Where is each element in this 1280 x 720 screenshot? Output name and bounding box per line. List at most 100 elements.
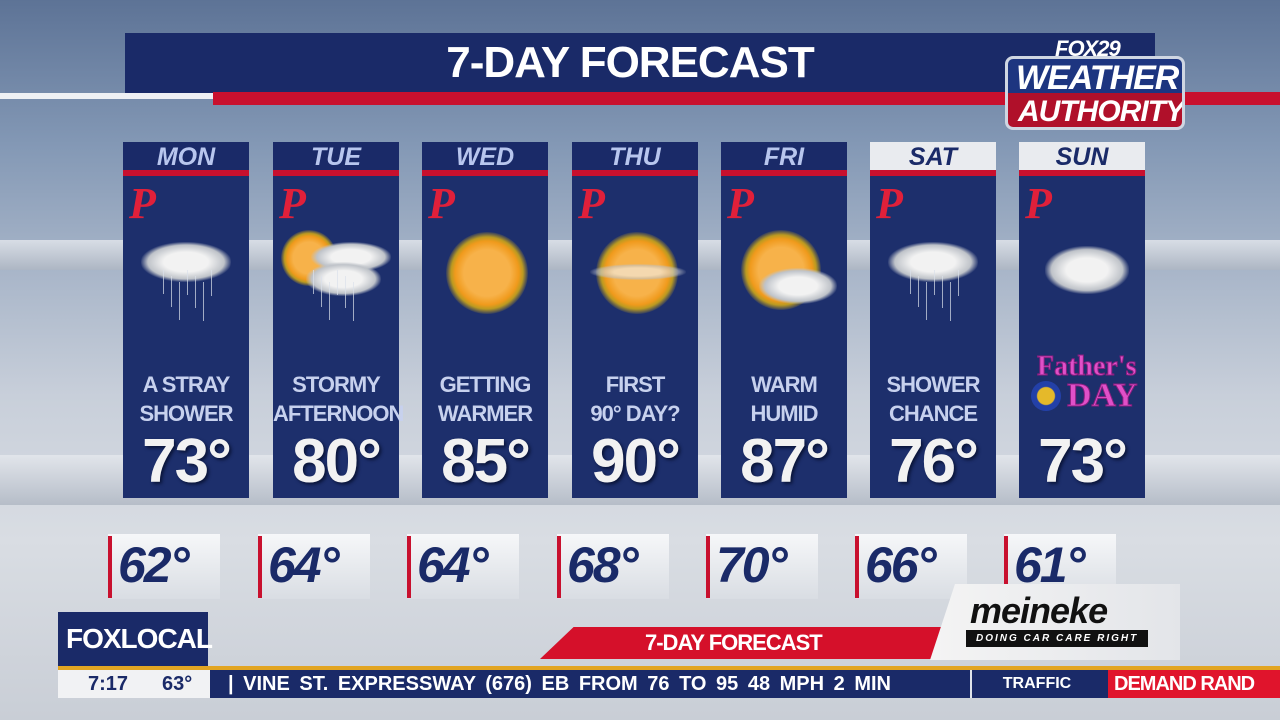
partly-cloudy-rain-icon [281,212,391,322]
description-line-2: WARMER [437,401,533,426]
rain-streak [171,276,172,307]
day-label: TUE [273,142,399,171]
lower-third-label: 7-DAY FORECAST [540,627,960,659]
low-accent-bar [108,536,112,598]
day-label: SAT [870,142,996,171]
forecast-day-sat: SAT P SHOWER CHANCE 76° 66° [855,142,996,599]
low-temp-box: 62° [108,534,220,599]
forecast-day-mon: MON P A STRAY SHOWER 73° 62° [108,142,249,599]
day-panel: P A STRAY SHOWER 73° 62° [108,176,249,599]
forecast-description: A STRAY SHOWER [123,370,249,428]
phillies-logo: P [876,179,903,228]
description-line-2: AFTERNOON [273,401,404,426]
phillies-logo: P [428,179,455,228]
special-label-day: DAY [1067,377,1139,415]
rain-streak [163,270,164,294]
rain-streak [321,276,322,307]
fox-local-logo: FOXLOCAL [58,612,213,666]
forecast-description: STORMY AFTERNOON [273,370,404,428]
rain-cloud-icon [141,212,231,322]
ticker-gold-line [58,666,1280,670]
rain-streak [353,282,354,321]
rain-streak [934,270,935,295]
day-panel: P SHOWER CHANCE 76° 66° [855,176,996,599]
low-temp: 64° [268,537,340,593]
description-line-2: 90° DAY? [590,401,680,426]
ticker-text: | VINE ST. EXPRESSWAY (676) EB FROM 76 T… [228,673,891,695]
low-accent-bar [855,536,859,598]
low-temp: 68° [567,537,639,593]
news-ticker: 7:17 63° | VINE ST. EXPRESSWAY (676) EB … [58,670,1280,698]
high-temp: 73° [142,427,232,496]
special-label: Father's [1037,351,1138,383]
low-accent-bar [706,536,710,598]
day-panel: P WARM HUMID 87° 70° [706,176,847,599]
description-line-1: STORMY [292,372,381,397]
day-divider [123,170,249,176]
phillies-logo: P [1025,179,1052,228]
description-line-1: A STRAY [142,372,231,397]
low-accent-bar [407,536,411,598]
day-divider [1019,170,1145,176]
low-accent-bar [1004,536,1008,598]
rain-streak [203,282,204,321]
low-temp: 61° [1014,537,1086,593]
day-label: SUN [1019,142,1145,171]
title-bar: 7-DAY FORECAST [125,33,1155,93]
sponsor-name: meineke [970,590,1108,631]
sponsor-logo: meineke DOING CAR CARE RIGHT [930,584,1180,660]
rain-streak [329,282,330,320]
rain-streak [950,282,951,321]
ticker-segment: DEMAND RAND [1108,670,1280,698]
day-label: MON [123,142,249,171]
rain-streak [910,270,911,294]
sun-icon [440,212,530,322]
low-temp-box: 64° [407,534,519,599]
day-divider [721,170,847,176]
high-temp: 76° [889,427,979,496]
low-temp-box: 64° [258,534,370,599]
day-label: FRI [721,142,847,171]
logo-authority: AUTHORITY [1018,95,1184,128]
low-temp: 70° [716,537,788,593]
day-divider [572,170,698,176]
rain-streak [345,276,346,308]
description-line-2: CHANCE [888,401,978,426]
low-temp: 62° [118,537,190,593]
ticker-category: TRAFFIC [970,670,1102,698]
forecast-day-thu: THU P FIRST 90° DAY? 90° 68° [557,142,698,599]
rain-streak [313,270,314,294]
forecast-description: SHOWER CHANCE [870,370,996,428]
day-divider [870,170,996,176]
high-temp: 85° [441,427,531,496]
low-temp-box: 70° [706,534,818,599]
forecast-description: WARM HUMID [721,370,847,428]
rain-streak [187,270,188,295]
phillies-logo: P [578,179,605,228]
hazy-sun-icon [590,212,686,322]
day-panel: P GETTING WARMER 85° 64° [407,176,548,599]
day-label: WED [422,142,548,171]
ticker-time: 7:17 [88,673,129,695]
forecast-description: FIRST 90° DAY? [572,370,698,428]
phillies-logo: P [279,179,306,228]
white-line [0,93,213,99]
description-line-1: FIRST [605,372,666,397]
cloud-icon [1037,212,1129,322]
forecast-description: GETTING WARMER [422,370,548,428]
description-line-1: WARM [751,372,818,397]
description-line-1: SHOWER [886,372,981,397]
high-temp: 73° [1038,427,1128,496]
rain-streak [337,270,338,295]
phillies-logo: P [129,179,156,228]
forecast-day-wed: WED P GETTING WARMER 85° 64° [407,142,548,599]
low-accent-bar [557,536,561,598]
low-temp: 66° [865,537,937,593]
phillies-logo: P [727,179,754,228]
rain-streak [211,270,212,296]
rain-cloud-icon [888,212,978,322]
description-line-1: GETTING [439,372,532,397]
weather-authority-logo: FOX29 WEATHER AUTHORITY [1005,36,1185,132]
day-divider [273,170,399,176]
time-temp: 7:17 63° [58,670,210,698]
